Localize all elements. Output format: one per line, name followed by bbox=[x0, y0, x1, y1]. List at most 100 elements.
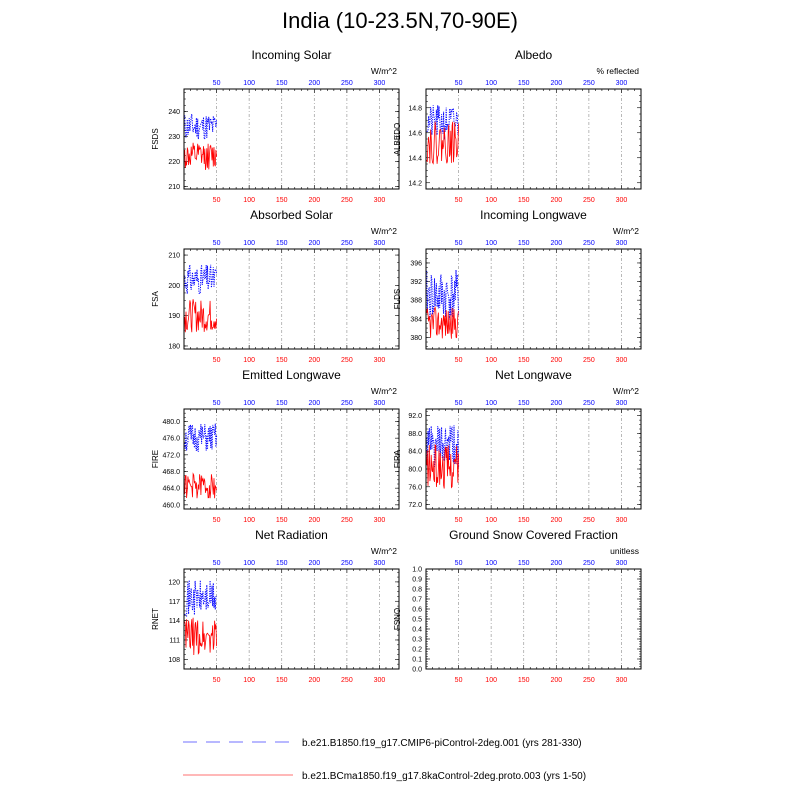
x-tick-label-top: 300 bbox=[616, 240, 628, 247]
units-label: % reflected bbox=[596, 66, 639, 76]
series-line-1 bbox=[184, 580, 218, 617]
x-tick-label-bottom: 300 bbox=[616, 517, 628, 524]
units-label: W/m^2 bbox=[371, 226, 397, 236]
series-line-2 bbox=[426, 444, 459, 489]
y-tick-label: 464.0 bbox=[162, 486, 180, 493]
page-title: India (10-23.5N,70-90E) bbox=[281, 8, 519, 33]
x-tick-label-bottom: 200 bbox=[308, 357, 320, 364]
x-tick-label-top: 50 bbox=[213, 560, 221, 567]
x-tick-label-bottom: 100 bbox=[485, 517, 497, 524]
x-tick-label-bottom: 200 bbox=[550, 197, 562, 204]
series-line-2 bbox=[426, 121, 459, 165]
y-axis-label: FSNO bbox=[393, 608, 402, 630]
y-tick-label: 0.5 bbox=[412, 617, 422, 624]
x-tick-label-top: 250 bbox=[341, 560, 353, 567]
x-tick-label-top: 50 bbox=[455, 80, 463, 87]
x-tick-label-top: 150 bbox=[276, 560, 288, 567]
y-tick-label: 0.4 bbox=[412, 627, 422, 634]
x-tick-label-bottom: 200 bbox=[550, 517, 562, 524]
x-tick-label-bottom: 200 bbox=[550, 357, 562, 364]
x-tick-label-bottom: 150 bbox=[276, 517, 288, 524]
x-tick-label-top: 100 bbox=[243, 560, 255, 567]
y-axis-label: FSA bbox=[151, 291, 160, 307]
panel-title: Net Longwave bbox=[495, 368, 572, 382]
x-tick-label-top: 100 bbox=[485, 240, 497, 247]
y-axis-label: RNET bbox=[151, 608, 160, 630]
y-tick-label: 111 bbox=[169, 637, 180, 644]
x-tick-label-bottom: 150 bbox=[276, 357, 288, 364]
x-tick-label-top: 200 bbox=[308, 400, 320, 407]
x-tick-label-bottom: 100 bbox=[243, 357, 255, 364]
chart-panel-7: Net Radiation W/m^2 50 50 100 100 150 150 200 200… bbox=[151, 528, 400, 684]
x-tick-label-top: 250 bbox=[583, 560, 595, 567]
x-tick-label-top: 250 bbox=[341, 240, 353, 247]
units-label: W/m^2 bbox=[371, 386, 397, 396]
x-tick-label-bottom: 50 bbox=[213, 197, 221, 204]
series-line-1 bbox=[426, 105, 460, 140]
y-tick-label: 210 bbox=[168, 184, 180, 191]
y-tick-label: 384 bbox=[410, 316, 422, 323]
x-tick-label-bottom: 200 bbox=[550, 677, 562, 684]
chart-panel-8: Ground Snow Covered Fraction unitless 50 50… bbox=[393, 528, 642, 684]
y-tick-label: 190 bbox=[168, 313, 180, 320]
y-tick-label: 240 bbox=[168, 109, 180, 116]
y-tick-label: 476.0 bbox=[162, 436, 180, 443]
x-tick-label-top: 100 bbox=[485, 560, 497, 567]
x-tick-label-top: 50 bbox=[213, 240, 221, 247]
series-line-1 bbox=[426, 269, 460, 320]
y-tick-label: 14.4 bbox=[408, 155, 422, 162]
y-axis-label: FSDS bbox=[151, 128, 160, 149]
x-tick-label-bottom: 50 bbox=[455, 357, 463, 364]
x-tick-label-top: 200 bbox=[308, 80, 320, 87]
plot-frame bbox=[183, 408, 400, 510]
plot-frame bbox=[183, 88, 400, 190]
chart-panel-3: Absorbed Solar W/m^2 50 50 100 100 150 150 200 20… bbox=[151, 208, 400, 364]
y-tick-label: 0.9 bbox=[412, 577, 422, 584]
x-tick-label-top: 300 bbox=[616, 80, 628, 87]
x-tick-label-bottom: 300 bbox=[616, 357, 628, 364]
chart-panel-2: Albedo % reflected 50 50 100 100 150 150 200 200 2… bbox=[393, 48, 642, 204]
x-tick-label-top: 300 bbox=[616, 560, 628, 567]
series-line-1 bbox=[426, 425, 460, 467]
x-tick-label-bottom: 150 bbox=[518, 677, 530, 684]
x-tick-label-top: 250 bbox=[341, 80, 353, 87]
x-tick-label-bottom: 100 bbox=[243, 197, 255, 204]
x-tick-label-bottom: 100 bbox=[485, 677, 497, 684]
plot-frame bbox=[425, 248, 642, 350]
x-tick-label-bottom: 250 bbox=[341, 517, 353, 524]
panel-title: Albedo bbox=[515, 48, 553, 62]
x-tick-label-top: 300 bbox=[374, 560, 386, 567]
y-tick-label: 468.0 bbox=[162, 469, 180, 476]
y-tick-label: 220 bbox=[168, 159, 180, 166]
x-tick-label-bottom: 300 bbox=[374, 677, 386, 684]
x-tick-label-bottom: 50 bbox=[455, 517, 463, 524]
x-tick-label-top: 150 bbox=[518, 240, 530, 247]
panel-title: Emitted Longwave bbox=[242, 368, 341, 382]
y-axis-label: FLDS bbox=[393, 289, 402, 309]
x-tick-label-bottom: 50 bbox=[213, 677, 221, 684]
x-tick-label-top: 200 bbox=[550, 80, 562, 87]
y-tick-label: 14.6 bbox=[408, 130, 422, 137]
panel-title: Absorbed Solar bbox=[250, 208, 333, 222]
units-label: W/m^2 bbox=[371, 66, 397, 76]
x-tick-label-top: 150 bbox=[518, 400, 530, 407]
x-tick-label-bottom: 200 bbox=[308, 197, 320, 204]
x-tick-label-top: 150 bbox=[276, 80, 288, 87]
x-tick-label-top: 200 bbox=[550, 240, 562, 247]
plot-frame bbox=[183, 248, 400, 350]
x-tick-label-top: 50 bbox=[455, 400, 463, 407]
units-label: unitless bbox=[610, 546, 639, 556]
x-tick-label-bottom: 200 bbox=[308, 677, 320, 684]
y-axis-label: FIRE bbox=[151, 450, 160, 468]
y-tick-label: 1.0 bbox=[412, 567, 422, 574]
x-tick-label-bottom: 50 bbox=[455, 197, 463, 204]
x-tick-label-top: 250 bbox=[583, 240, 595, 247]
x-tick-label-top: 150 bbox=[518, 560, 530, 567]
x-tick-label-top: 150 bbox=[518, 80, 530, 87]
y-tick-label: 388 bbox=[410, 298, 422, 305]
series-line-1 bbox=[184, 423, 218, 452]
x-tick-label-top: 300 bbox=[374, 80, 386, 87]
panel-title: Net Radiation bbox=[255, 528, 328, 542]
x-tick-label-bottom: 150 bbox=[276, 677, 288, 684]
x-tick-label-bottom: 150 bbox=[518, 357, 530, 364]
